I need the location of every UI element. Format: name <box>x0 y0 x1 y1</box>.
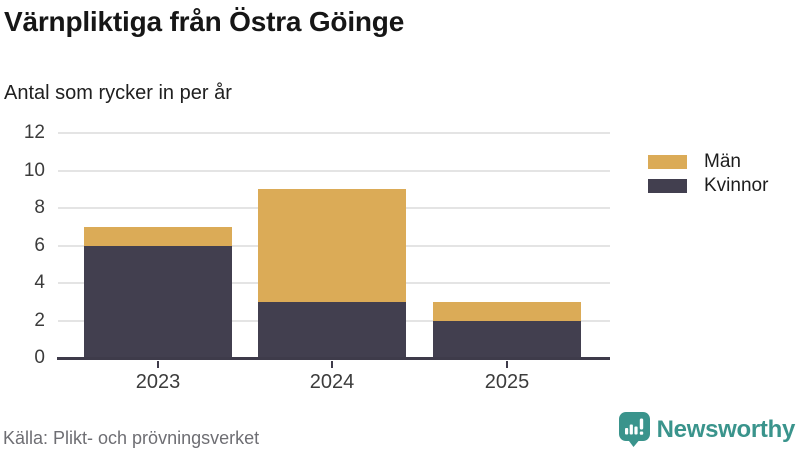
x-axis-line <box>57 356 610 360</box>
logo-exclamation-dot <box>639 431 643 435</box>
bar-segment-kvinnor-2023 <box>84 245 232 358</box>
gridline-y12 <box>58 132 610 134</box>
x-axis-label: 2024 <box>309 371 355 393</box>
legend-swatch <box>648 179 687 193</box>
newsworthy-logo: Newsworthy <box>618 412 796 447</box>
y-axis-label: 12 <box>23 122 45 143</box>
x-axis-label: 2023 <box>135 371 181 393</box>
newsworthy-wordmark: Newsworthy <box>656 415 796 443</box>
y-axis-label: 2 <box>34 309 45 331</box>
legend-swatch <box>648 155 687 169</box>
legend-item-män: Män <box>648 150 768 174</box>
gridline-y10 <box>58 169 610 172</box>
x-axis-tick-2025 <box>506 361 508 368</box>
y-axis-label: 4 <box>34 272 45 293</box>
bar-segment-kvinnor-2025 <box>433 320 581 358</box>
logo-bar-3 <box>634 426 638 435</box>
legend-label: Män <box>704 151 741 172</box>
y-axis-label: 8 <box>34 197 45 218</box>
chart-title: Värnpliktiga från Östra Göinge <box>4 6 405 37</box>
source-note: Källa: Plikt- och prövningsverket <box>3 428 260 448</box>
legend-label: Kvinnor <box>704 175 769 196</box>
logo-bar-1 <box>624 428 628 435</box>
logo-bar-2 <box>629 424 633 435</box>
x-axis-tick-2023 <box>157 361 159 368</box>
chart-subtitle: Antal som rycker in per år <box>4 82 232 104</box>
logo-exclamation-stem <box>639 418 643 430</box>
y-axis-label: 6 <box>34 234 45 256</box>
bar-segment-män-2024 <box>258 189 406 302</box>
bar-segment-män-2023 <box>84 226 232 246</box>
plot-area: 0 2 4 6 8 10 12 2023 2024 2025 <box>24 122 610 393</box>
y-axis-label: 0 <box>34 347 45 368</box>
legend: Män Kvinnor <box>648 150 768 198</box>
bar-segment-män-2025 <box>433 301 581 321</box>
x-axis-tick-2024 <box>331 361 333 368</box>
x-axis-label: 2025 <box>484 371 530 393</box>
newsworthy-icon <box>618 412 650 447</box>
legend-item-kvinnor: Kvinnor <box>648 174 768 198</box>
y-axis-label: 10 <box>23 159 45 181</box>
bar-segment-kvinnor-2024 <box>258 301 406 358</box>
